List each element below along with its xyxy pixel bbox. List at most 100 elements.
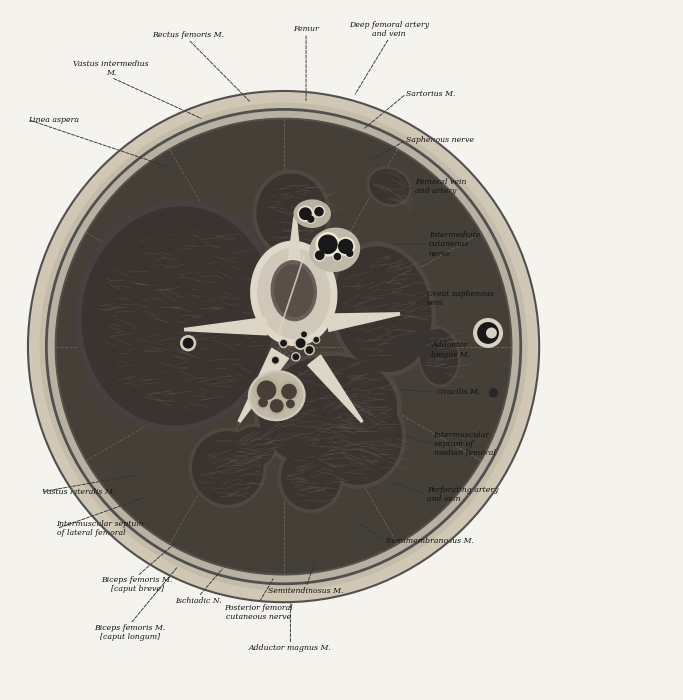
Circle shape <box>270 399 283 413</box>
Circle shape <box>294 337 307 350</box>
Ellipse shape <box>250 241 337 346</box>
Circle shape <box>306 214 316 224</box>
Ellipse shape <box>281 445 341 510</box>
Circle shape <box>300 330 308 338</box>
Circle shape <box>278 381 300 402</box>
Circle shape <box>292 354 299 360</box>
Text: Femur: Femur <box>293 25 319 33</box>
Text: Vastus lateralis M.: Vastus lateralis M. <box>42 488 115 496</box>
Ellipse shape <box>318 393 402 485</box>
Circle shape <box>267 396 286 415</box>
Circle shape <box>307 216 315 223</box>
Polygon shape <box>308 355 363 422</box>
Circle shape <box>281 384 297 400</box>
Text: Posterior femoral
cutaneous nerve: Posterior femoral cutaneous nerve <box>224 603 293 621</box>
Circle shape <box>312 336 320 344</box>
Circle shape <box>477 322 499 344</box>
Text: Biceps femoris M.
[caput longum]: Biceps femoris M. [caput longum] <box>94 624 166 641</box>
Circle shape <box>284 398 296 410</box>
Circle shape <box>333 252 342 261</box>
Ellipse shape <box>257 248 331 339</box>
Ellipse shape <box>309 228 360 272</box>
Circle shape <box>333 253 342 260</box>
Circle shape <box>315 251 324 260</box>
Circle shape <box>40 103 527 591</box>
Text: Ischiadic N.: Ischiadic N. <box>175 596 222 605</box>
Circle shape <box>314 206 324 216</box>
Circle shape <box>57 120 510 573</box>
Ellipse shape <box>329 241 436 377</box>
Ellipse shape <box>250 372 303 419</box>
Ellipse shape <box>254 351 402 471</box>
Ellipse shape <box>81 206 275 426</box>
Circle shape <box>316 232 340 257</box>
Circle shape <box>291 352 301 362</box>
Text: Perforating artery
and vein: Perforating artery and vein <box>427 486 498 503</box>
Text: Saphenous nerve: Saphenous nerve <box>406 136 474 144</box>
Text: Gracilis M.: Gracilis M. <box>437 389 480 396</box>
Text: Rectus femoris M.: Rectus femoris M. <box>152 32 224 39</box>
Text: Semitendinosus M.: Semitendinosus M. <box>268 587 344 595</box>
Circle shape <box>486 328 497 338</box>
Ellipse shape <box>370 169 409 204</box>
Ellipse shape <box>274 264 313 317</box>
Text: Deep femoral artery
and vein: Deep femoral artery and vein <box>349 20 430 38</box>
Ellipse shape <box>192 431 264 505</box>
Circle shape <box>272 357 279 364</box>
Ellipse shape <box>418 326 460 387</box>
Ellipse shape <box>75 200 281 431</box>
Polygon shape <box>238 349 289 422</box>
Circle shape <box>257 380 277 400</box>
Circle shape <box>55 118 512 575</box>
Ellipse shape <box>248 370 306 421</box>
Text: Intermediate
cutaneous
nerve: Intermediate cutaneous nerve <box>429 231 480 258</box>
Text: Linea aspera: Linea aspera <box>28 116 79 124</box>
Ellipse shape <box>333 246 432 372</box>
Ellipse shape <box>189 428 267 508</box>
Circle shape <box>301 331 307 337</box>
Circle shape <box>304 344 315 356</box>
Text: Vastus intermedius
M.: Vastus intermedius M. <box>73 60 149 78</box>
Polygon shape <box>284 217 304 295</box>
Circle shape <box>336 237 355 256</box>
Circle shape <box>299 207 311 220</box>
Circle shape <box>489 389 499 398</box>
Circle shape <box>297 206 313 222</box>
Text: Adductor
longus M.: Adductor longus M. <box>432 342 471 358</box>
Circle shape <box>313 249 326 261</box>
Circle shape <box>346 249 354 257</box>
Ellipse shape <box>228 424 277 470</box>
Circle shape <box>258 398 268 407</box>
Text: Intermuscular
septum of
median femoral: Intermuscular septum of median femoral <box>434 431 496 457</box>
Circle shape <box>473 318 503 348</box>
Circle shape <box>305 346 313 354</box>
Ellipse shape <box>367 166 412 206</box>
Ellipse shape <box>253 169 331 258</box>
Ellipse shape <box>270 260 317 321</box>
Circle shape <box>286 400 295 408</box>
Circle shape <box>318 234 337 254</box>
Circle shape <box>280 340 287 346</box>
Polygon shape <box>326 313 400 331</box>
Text: Biceps femoris M.
[caput breve]: Biceps femoris M. [caput breve] <box>101 576 173 594</box>
Circle shape <box>180 335 196 351</box>
Ellipse shape <box>259 356 397 467</box>
Text: Sartorius M.: Sartorius M. <box>406 90 456 98</box>
Circle shape <box>256 395 270 409</box>
Text: Intermuscular septum
of lateral femoral: Intermuscular septum of lateral femoral <box>57 520 144 537</box>
Ellipse shape <box>313 389 406 489</box>
Circle shape <box>313 206 325 218</box>
Text: Great saphenous
vein: Great saphenous vein <box>427 290 493 307</box>
Circle shape <box>279 338 288 348</box>
Ellipse shape <box>256 174 327 254</box>
Ellipse shape <box>420 329 458 385</box>
Circle shape <box>270 356 280 365</box>
Text: Femoral vein
and artery: Femoral vein and artery <box>415 178 466 195</box>
Circle shape <box>28 91 539 602</box>
Ellipse shape <box>231 427 275 468</box>
Circle shape <box>253 377 280 404</box>
Circle shape <box>46 109 520 584</box>
Text: Semimembranosus M.: Semimembranosus M. <box>386 537 474 545</box>
Text: Adductor magnus M.: Adductor magnus M. <box>249 645 332 652</box>
Polygon shape <box>184 317 267 335</box>
